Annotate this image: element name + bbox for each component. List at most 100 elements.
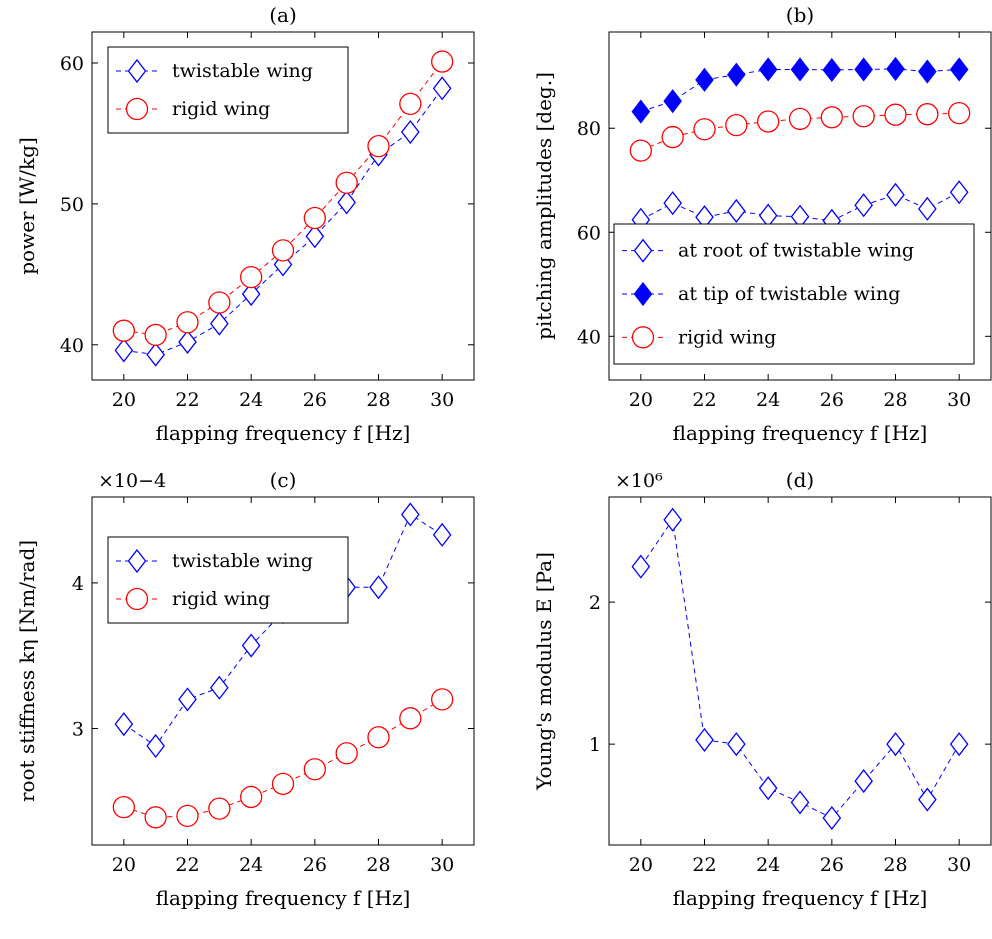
data-point <box>854 57 873 82</box>
x-tick-label: 20 <box>112 389 136 411</box>
plot-frame <box>91 496 475 846</box>
data-point <box>208 291 231 314</box>
panel-3: (c) ×10−4 20 22 24 26 28 30 3 4 flapping frequency… <box>15 468 475 910</box>
x-tick-label: 24 <box>756 854 780 876</box>
legend-marker <box>127 548 147 574</box>
data-point <box>399 707 422 730</box>
x-tick-label: 30 <box>947 854 971 876</box>
data-point <box>241 633 261 658</box>
data-point <box>886 56 905 81</box>
x-tick-label: 30 <box>430 854 454 876</box>
data-point <box>240 785 263 809</box>
legend-box <box>613 223 975 365</box>
data-point <box>695 727 714 752</box>
panel-title: (d) <box>786 468 814 492</box>
x-axis-label: flapping frequency f [Hz] <box>673 421 928 445</box>
data-point <box>399 92 422 116</box>
x-tick-label: 28 <box>366 389 390 411</box>
y-axis-label: power [W/kg] <box>15 137 39 275</box>
data-point <box>663 191 682 216</box>
x-tick-label: 28 <box>883 854 907 876</box>
data-point <box>369 575 388 600</box>
x-tick-label: 20 <box>112 854 136 876</box>
x-tick-label: 24 <box>239 854 263 876</box>
data-point <box>758 776 778 801</box>
data-point <box>629 139 652 162</box>
data-point <box>240 265 263 289</box>
data-point <box>822 805 842 831</box>
y-tick-label: 2 <box>589 592 601 614</box>
y-tick-label: 60 <box>60 53 84 75</box>
axis-multiplier: ×10⁶ <box>615 470 663 492</box>
x-tick-label: 26 <box>820 389 844 411</box>
legend-marker <box>125 587 149 611</box>
data-point <box>727 62 746 87</box>
data-point <box>144 323 167 347</box>
y-tick-label: 50 <box>60 194 84 216</box>
data-point <box>854 769 873 794</box>
legend-label: at root of twistable wing <box>678 240 914 262</box>
data-point <box>661 125 684 149</box>
data-point <box>790 790 810 815</box>
data-point <box>916 103 939 126</box>
data-point <box>948 101 971 125</box>
series-2 <box>631 56 969 124</box>
data-point <box>757 110 780 133</box>
x-tick-label: 26 <box>820 854 844 876</box>
axis-multiplier: ×10−4 <box>98 470 166 492</box>
data-point <box>727 732 746 757</box>
y-axis-label: Young's modulus E [Pa] <box>532 552 556 791</box>
data-point <box>918 787 937 812</box>
y-axis-label: pitching amplitudes [deg.] <box>532 72 556 340</box>
data-point <box>144 806 167 829</box>
data-point <box>854 193 873 218</box>
data-point <box>176 804 199 828</box>
series-line <box>123 698 443 818</box>
x-tick-label: 28 <box>883 389 907 411</box>
data-point <box>949 57 969 82</box>
series-line <box>640 191 960 222</box>
data-point <box>114 712 134 737</box>
data-point <box>178 329 197 355</box>
series-3 <box>629 101 971 162</box>
x-tick-label: 20 <box>629 854 653 876</box>
data-point <box>367 726 390 749</box>
data-point <box>112 319 135 342</box>
x-tick-label: 30 <box>430 389 454 411</box>
data-point <box>271 772 295 795</box>
data-point <box>725 113 748 137</box>
data-point <box>663 89 682 114</box>
data-point <box>758 203 778 228</box>
data-point <box>886 182 905 207</box>
panel-2: (b) 20 22 24 26 28 30 40 60 80 flapping frequency … <box>532 3 992 445</box>
legend: at root of twistable wing at tip of twist… <box>613 223 975 365</box>
legend-label: rigid wing <box>678 326 776 348</box>
data-point <box>337 190 356 215</box>
data-point <box>790 57 810 82</box>
data-point <box>367 134 390 158</box>
series-1 <box>631 180 969 233</box>
data-point <box>432 522 452 547</box>
legend-label: at tip of twistable wing <box>678 283 900 305</box>
plot-frame <box>91 31 475 381</box>
series-1 <box>631 507 969 831</box>
data-point <box>886 732 905 757</box>
legend-label: twistable wing <box>172 550 313 572</box>
data-point <box>918 196 937 221</box>
data-point <box>918 59 937 84</box>
x-tick-label: 24 <box>756 389 780 411</box>
legend-marker <box>631 326 655 349</box>
y-tick-label: 80 <box>577 118 601 140</box>
data-point <box>176 311 199 334</box>
data-point <box>335 742 358 765</box>
x-tick-label: 22 <box>692 389 716 411</box>
data-point <box>305 224 325 249</box>
x-axis-label: flapping frequency f [Hz] <box>156 886 411 910</box>
data-point <box>210 311 229 336</box>
series-line <box>123 61 443 336</box>
x-tick-label: 22 <box>692 854 716 876</box>
legend-marker <box>127 58 147 84</box>
x-tick-label: 22 <box>175 854 199 876</box>
legend-label: rigid wing <box>172 588 270 610</box>
